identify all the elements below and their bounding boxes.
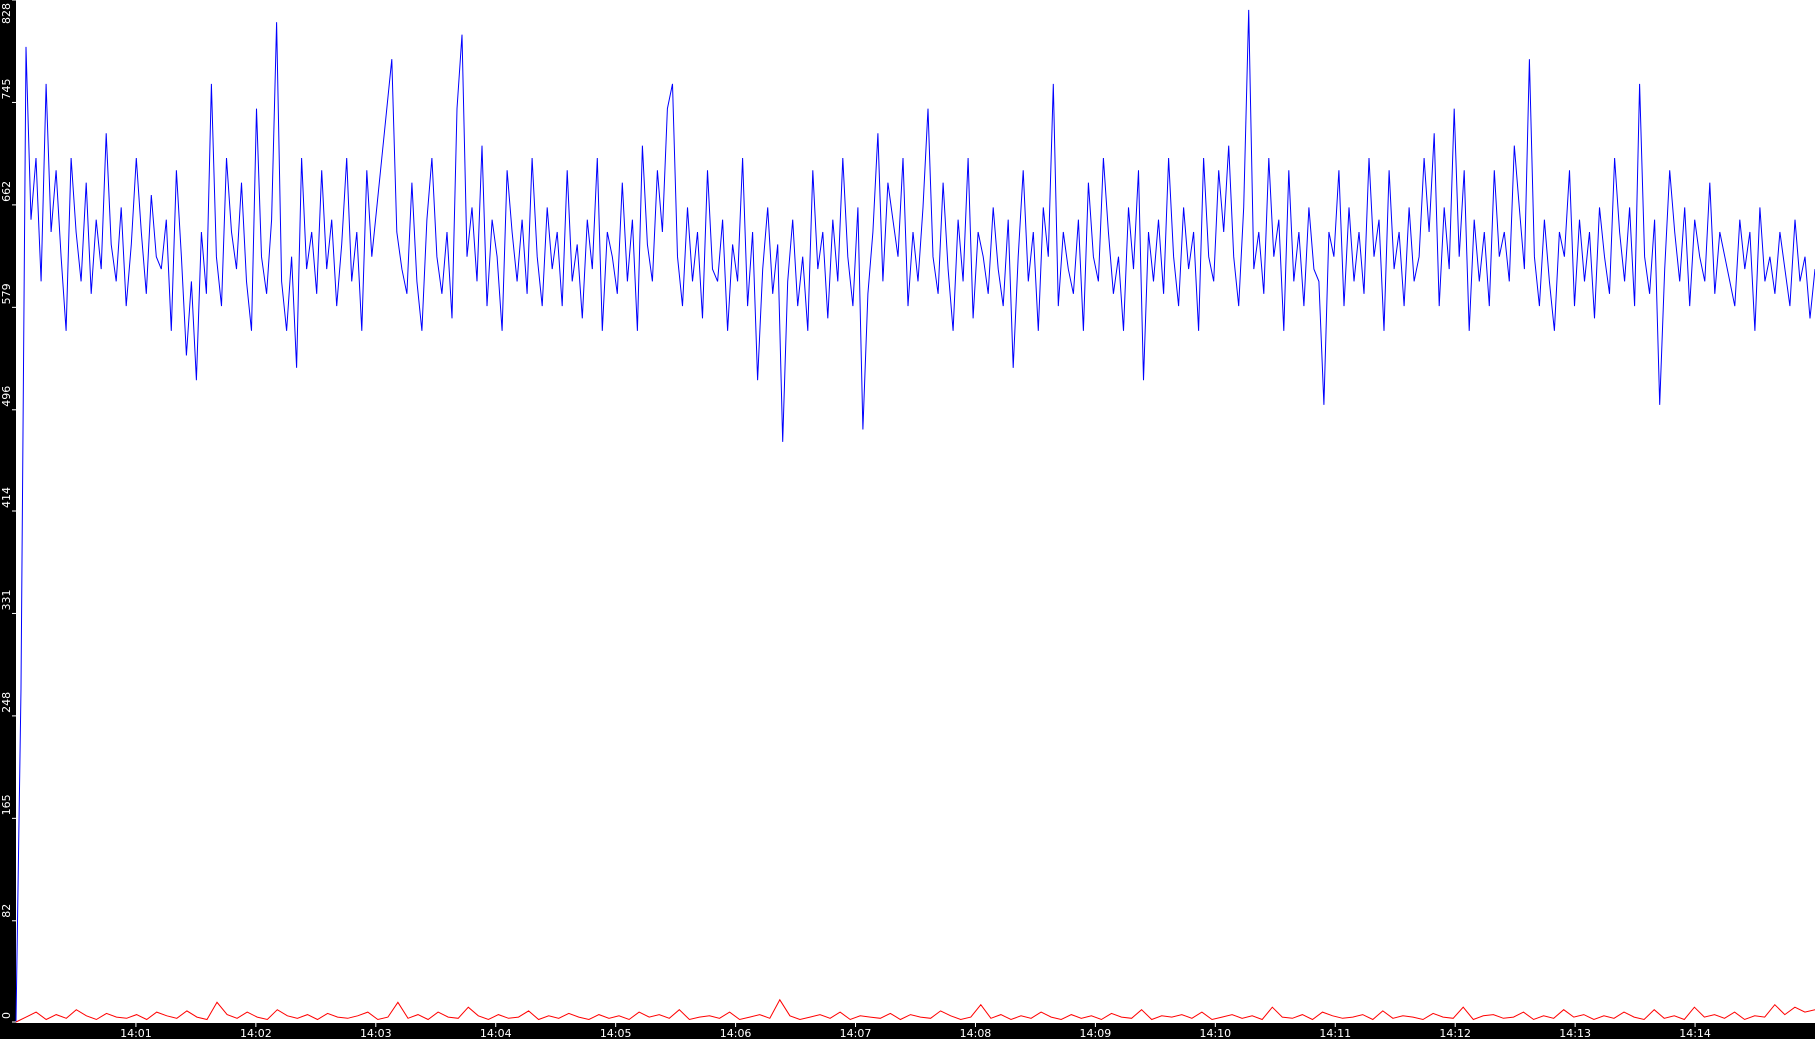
x-tick-label: 14:11 bbox=[1319, 1027, 1351, 1039]
x-tick-label: 14:10 bbox=[1199, 1027, 1231, 1039]
y-tick-label: 165 bbox=[0, 794, 13, 815]
x-tick-label: 14:06 bbox=[720, 1027, 752, 1039]
series-layer bbox=[15, 9, 1815, 1023]
x-tick-label: 14:05 bbox=[600, 1027, 632, 1039]
y-tick-label: 82 bbox=[0, 904, 13, 918]
x-tick-label: 14:12 bbox=[1439, 1027, 1471, 1039]
x-tick-label: 14:04 bbox=[480, 1027, 512, 1039]
y-tick-label: 331 bbox=[0, 589, 13, 610]
y-tick-label: 414 bbox=[0, 487, 13, 508]
x-tick-label: 14:02 bbox=[240, 1027, 272, 1039]
series-line-0 bbox=[15, 9, 1815, 1023]
y-tick-label: 745 bbox=[0, 78, 13, 99]
x-axis: 14:01 14:02 14:03 14:04 14:05 14:06 14:07 14:08… bbox=[120, 1023, 1711, 1039]
x-tick-label: 14:13 bbox=[1559, 1027, 1591, 1039]
series-line-1 bbox=[15, 998, 1815, 1023]
y-tick-label: 579 bbox=[0, 283, 13, 304]
x-tick-label: 14:08 bbox=[960, 1027, 992, 1039]
x-tick-label: 14:03 bbox=[360, 1027, 392, 1039]
plot-area bbox=[16, 0, 1815, 1023]
y-tick-label: 248 bbox=[0, 692, 13, 713]
x-tick-label: 14:07 bbox=[840, 1027, 872, 1039]
x-tick-label: 14:09 bbox=[1080, 1027, 1112, 1039]
x-tick-label: 14:01 bbox=[120, 1027, 152, 1039]
y-tick-label: 0 bbox=[0, 1012, 13, 1019]
y-tick-label: 496 bbox=[0, 386, 13, 407]
x-tick-label: 14:14 bbox=[1679, 1027, 1711, 1039]
y-axis: 0 82 165 248 331 414 496 579 662 745 828 bbox=[0, 0, 16, 1023]
y-tick-label: 828 bbox=[0, 3, 13, 24]
y-tick-label: 662 bbox=[0, 181, 13, 202]
